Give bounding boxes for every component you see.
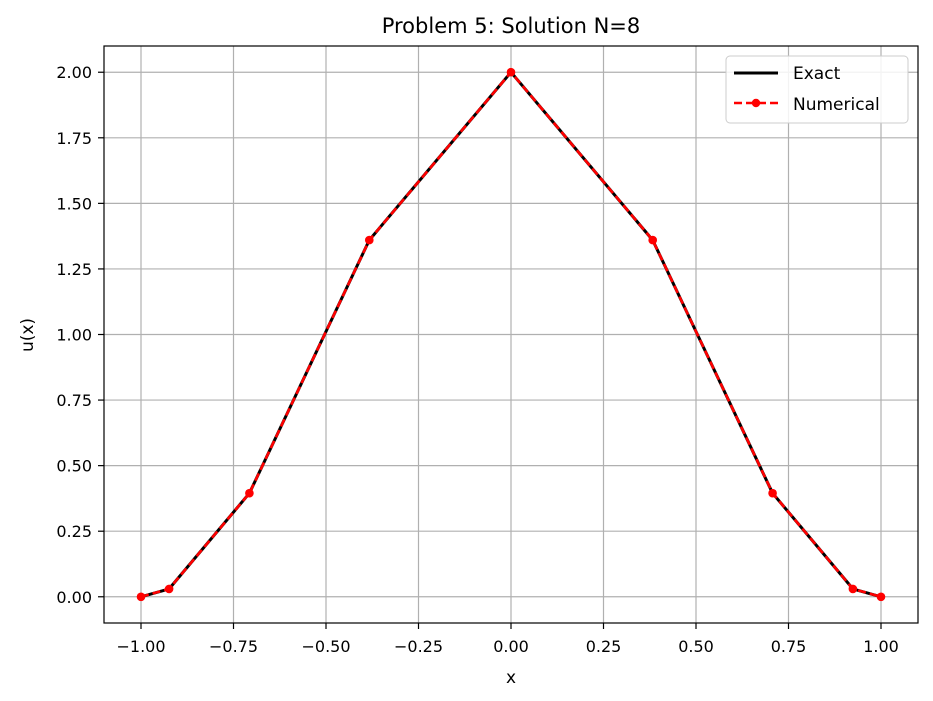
y-tick-label: 0.50 (56, 457, 92, 476)
grid (104, 46, 918, 623)
legend: Exact Numerical (725, 55, 909, 124)
x-tick-label: 0.50 (678, 637, 714, 656)
chart-title: Problem 5: Solution N=8 (382, 14, 641, 38)
x-axis-label: x (506, 668, 516, 688)
y-tick-label: 0.25 (56, 522, 92, 541)
y-tick-label: 0.00 (56, 588, 92, 607)
x-tick-label: 0.25 (586, 637, 622, 656)
x-tick-label: −0.75 (209, 637, 258, 656)
y-axis-label: u(x) (18, 318, 38, 352)
data-point (768, 488, 777, 498)
y-tick-label: 1.50 (56, 194, 92, 213)
x-tick-label: −0.50 (301, 637, 350, 656)
data-point (848, 584, 858, 594)
x-tick-label: 0.75 (771, 637, 807, 656)
legend-exact-label: Exact (793, 64, 841, 84)
y-tick-label: 2.00 (56, 63, 92, 82)
axis-ticks: −1.00 −0.75 −0.50 −0.25 0.00 0.25 0.50 0.75 1.00… (56, 63, 898, 656)
y-tick-label: 1.75 (56, 129, 92, 148)
legend-numerical-marker (751, 98, 761, 108)
data-point (164, 584, 174, 594)
data-point (136, 592, 146, 602)
y-tick-label: 1.00 (56, 326, 92, 345)
x-tick-label: −0.25 (394, 637, 443, 656)
data-point (648, 235, 658, 245)
x-tick-label: 0.00 (493, 637, 529, 656)
data-point (364, 235, 374, 245)
legend-numerical-label: Numerical (793, 95, 880, 115)
y-tick-label: 0.75 (56, 391, 92, 410)
x-tick-label: −1.00 (116, 637, 165, 656)
y-tick-label: 1.25 (56, 260, 92, 279)
x-tick-label: 1.00 (863, 637, 899, 656)
plot-lines (136, 67, 886, 602)
data-point (245, 488, 254, 498)
data-point (506, 67, 516, 77)
data-point (876, 592, 886, 602)
